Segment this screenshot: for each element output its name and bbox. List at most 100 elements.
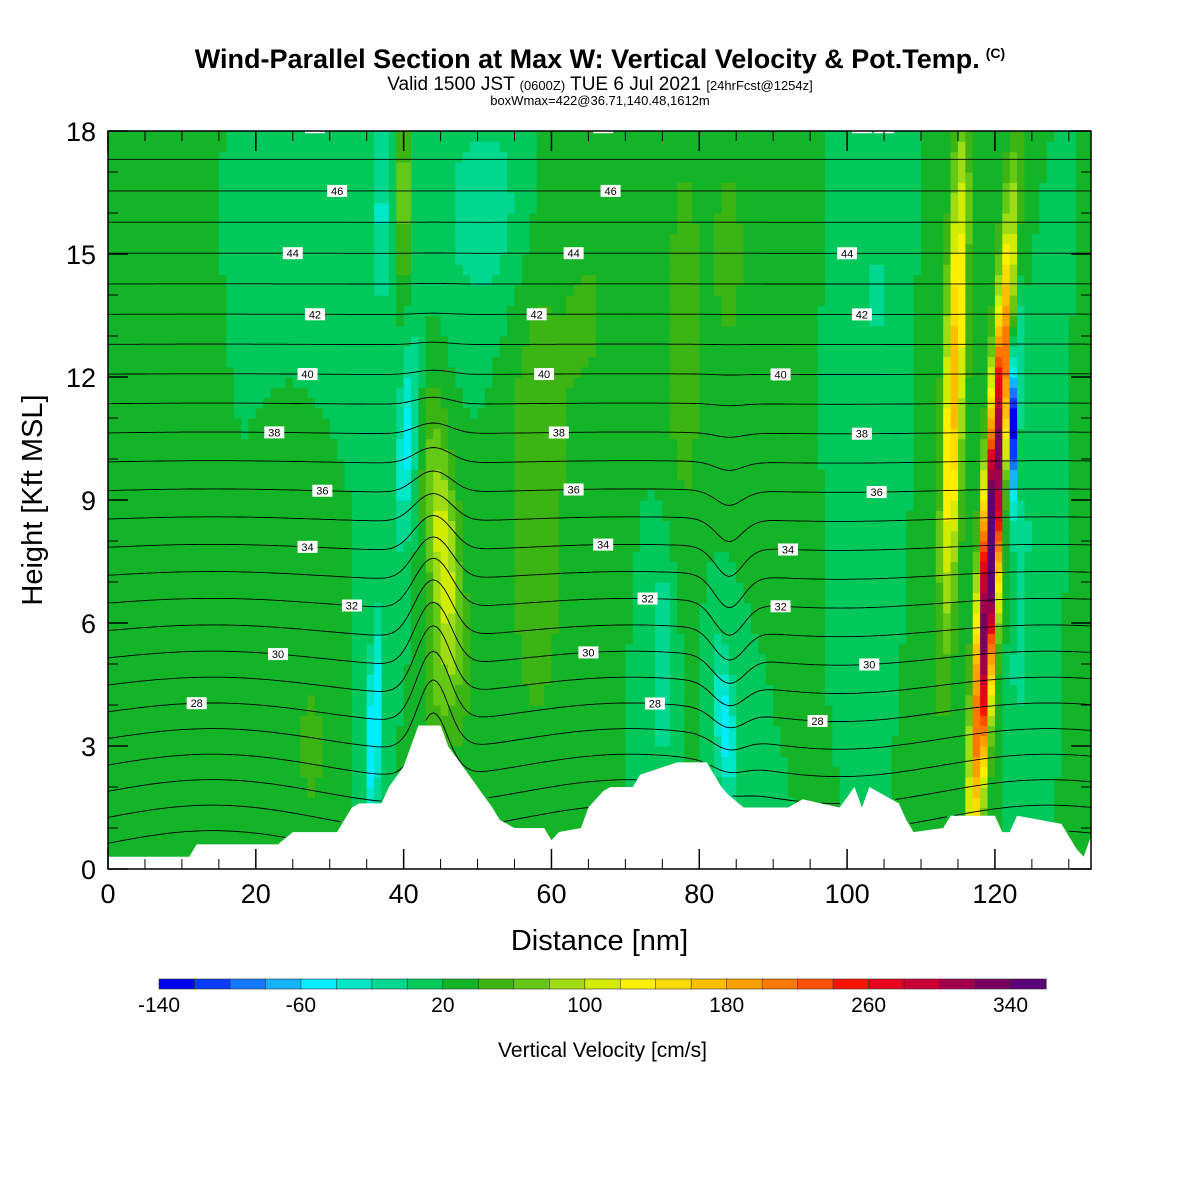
w-cell bbox=[699, 500, 708, 511]
w-cell bbox=[987, 807, 996, 819]
w-cell bbox=[795, 561, 804, 573]
w-cell bbox=[1031, 489, 1040, 501]
w-cell bbox=[691, 653, 700, 665]
w-cell bbox=[366, 571, 375, 583]
w-cell bbox=[196, 807, 205, 819]
w-cell bbox=[921, 633, 929, 645]
w-cell bbox=[544, 653, 553, 665]
w-cell bbox=[736, 756, 745, 768]
w-cell bbox=[366, 674, 375, 686]
w-cell bbox=[854, 520, 863, 532]
w-cell bbox=[632, 653, 641, 665]
w-cell bbox=[484, 551, 493, 563]
w-cell bbox=[440, 510, 449, 522]
w-cell bbox=[1061, 520, 1070, 532]
w-cell bbox=[581, 694, 590, 706]
w-cell bbox=[521, 633, 530, 645]
w-cell bbox=[144, 848, 153, 860]
w-cell bbox=[137, 530, 146, 542]
w-cell bbox=[418, 643, 427, 655]
w-cell bbox=[854, 705, 863, 716]
w-cell bbox=[144, 541, 153, 552]
w-cell bbox=[706, 510, 715, 522]
w-cell bbox=[292, 674, 301, 686]
w-cell bbox=[957, 500, 966, 511]
w-cell bbox=[714, 510, 723, 522]
w-cell bbox=[736, 643, 745, 655]
w-cell bbox=[972, 807, 981, 819]
w-cell bbox=[218, 787, 227, 798]
w-cell bbox=[647, 500, 656, 511]
w-cell bbox=[669, 571, 678, 583]
w-cell bbox=[972, 797, 981, 809]
w-cell bbox=[152, 561, 161, 573]
w-cell bbox=[1076, 746, 1085, 757]
w-cell bbox=[743, 694, 752, 706]
w-cell bbox=[972, 766, 981, 778]
w-cell bbox=[787, 643, 796, 655]
w-cell bbox=[492, 592, 501, 604]
w-cell bbox=[292, 602, 301, 614]
w-cell bbox=[189, 500, 198, 511]
w-cell bbox=[411, 541, 420, 552]
w-cell bbox=[122, 787, 131, 798]
w-cell bbox=[669, 715, 678, 727]
w-cell bbox=[374, 612, 383, 624]
w-cell bbox=[122, 571, 131, 583]
w-cell bbox=[617, 561, 626, 573]
w-cell bbox=[625, 561, 634, 573]
w-cell bbox=[736, 592, 745, 604]
w-cell bbox=[1054, 746, 1063, 757]
w-cell bbox=[1061, 530, 1070, 542]
w-cell bbox=[795, 756, 804, 768]
w-cell bbox=[536, 664, 545, 675]
w-cell bbox=[477, 633, 486, 645]
w-cell bbox=[433, 643, 442, 655]
w-cell bbox=[1002, 664, 1011, 675]
w-cell bbox=[935, 735, 944, 747]
w-cell bbox=[108, 653, 116, 665]
w-cell bbox=[1031, 582, 1040, 593]
w-cell bbox=[233, 776, 242, 788]
w-cell bbox=[152, 623, 161, 634]
w-cell bbox=[300, 479, 309, 491]
w-cell bbox=[721, 582, 730, 593]
w-cell bbox=[477, 725, 486, 737]
w-cell bbox=[736, 664, 745, 675]
w-cell bbox=[499, 571, 508, 583]
w-cell bbox=[300, 643, 309, 655]
w-cell bbox=[499, 694, 508, 706]
w-cell bbox=[388, 479, 397, 491]
w-cell bbox=[913, 725, 922, 737]
w-cell bbox=[196, 766, 205, 778]
w-cell bbox=[573, 653, 582, 665]
w-cell bbox=[204, 592, 213, 604]
w-cell bbox=[906, 725, 915, 737]
w-cell bbox=[241, 561, 250, 573]
w-cell bbox=[824, 520, 833, 532]
w-cell bbox=[632, 705, 641, 716]
w-cell bbox=[307, 694, 316, 706]
w-cell bbox=[987, 489, 996, 501]
w-cell bbox=[706, 582, 715, 593]
w-cell bbox=[300, 735, 309, 747]
w-cell bbox=[300, 530, 309, 542]
w-cell bbox=[130, 848, 139, 860]
w-cell bbox=[507, 612, 516, 624]
w-cell bbox=[196, 489, 205, 501]
w-cell bbox=[529, 725, 538, 737]
w-cell bbox=[137, 807, 146, 819]
w-cell bbox=[270, 735, 279, 747]
w-cell bbox=[662, 674, 671, 686]
w-cell bbox=[773, 787, 782, 798]
w-cell bbox=[411, 520, 420, 532]
w-cell bbox=[758, 797, 767, 809]
w-cell bbox=[174, 776, 183, 788]
w-cell bbox=[122, 612, 131, 624]
w-cell bbox=[669, 705, 678, 716]
w-cell bbox=[773, 776, 782, 788]
w-cell bbox=[499, 664, 508, 675]
w-cell bbox=[529, 797, 538, 809]
w-cell bbox=[566, 797, 575, 809]
w-cell bbox=[780, 489, 789, 501]
